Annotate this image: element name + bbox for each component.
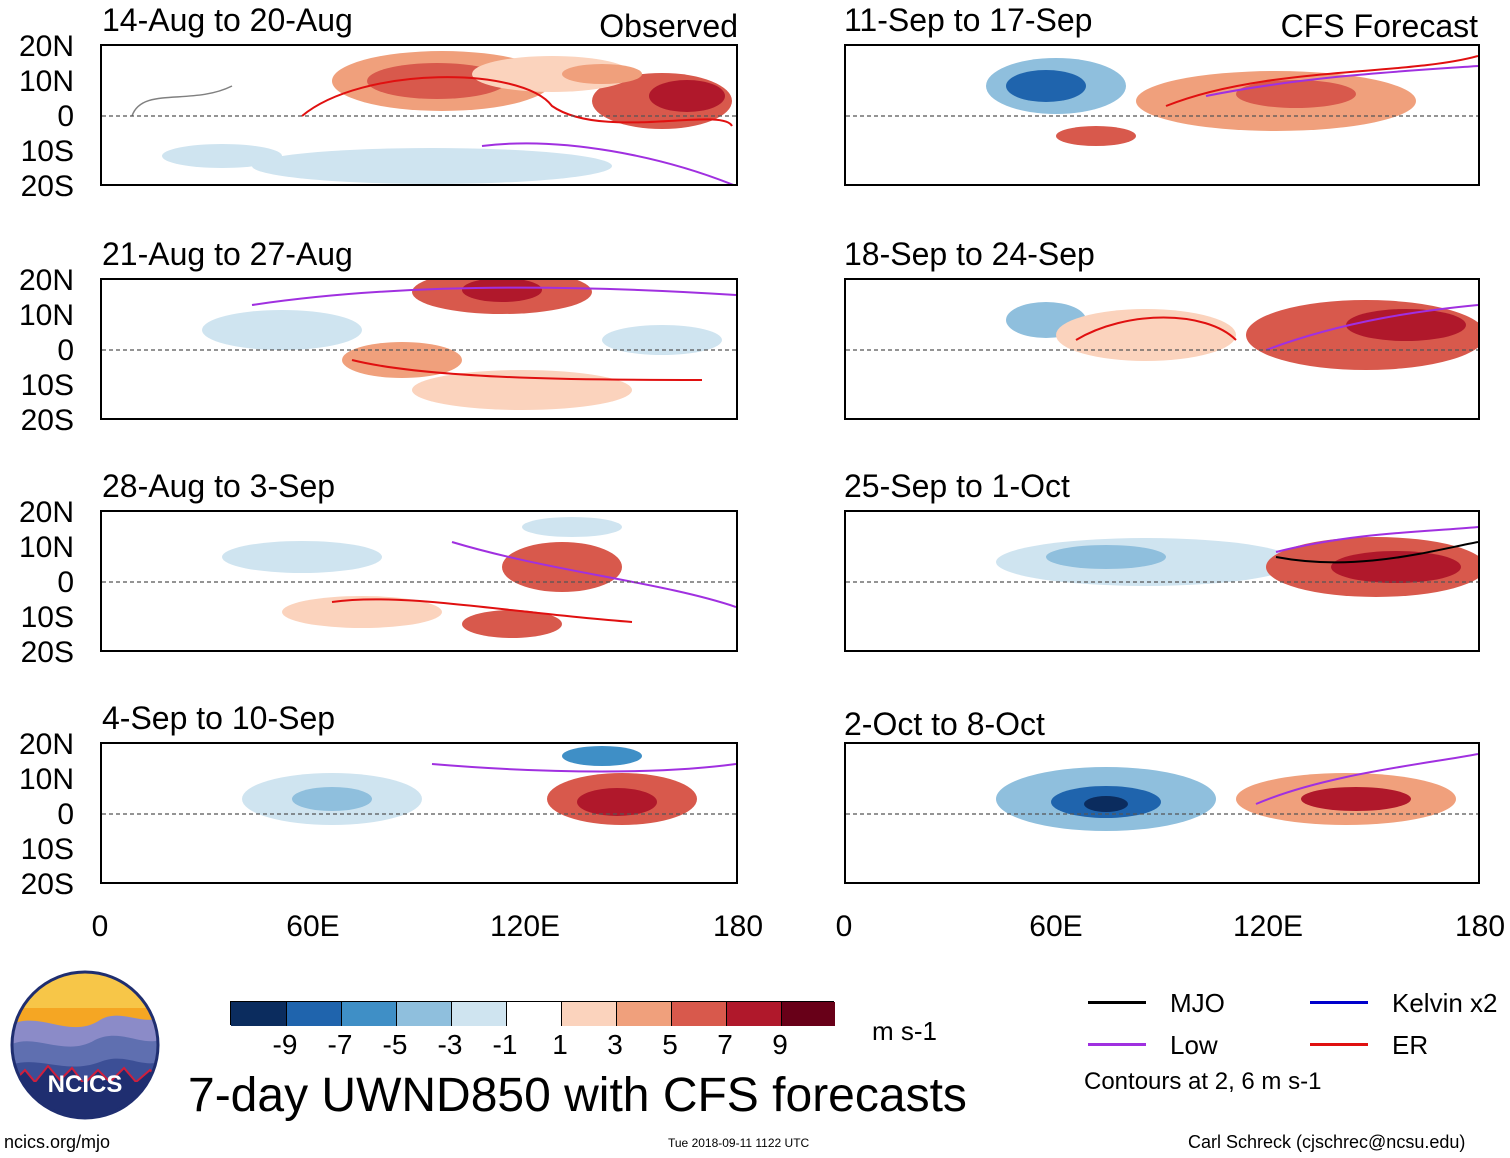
lon-label: 180	[1454, 910, 1506, 943]
panel-title: 28-Aug to 3-Sep	[102, 468, 336, 504]
panel-title: 14-Aug to 20-Aug	[102, 2, 353, 38]
lon-label: 0	[835, 910, 853, 943]
legend-label-mjo: MJO	[1170, 988, 1225, 1018]
map-panel-observed-4	[100, 742, 738, 884]
lat-label: 10N	[18, 299, 74, 332]
map-panel-forecast-2	[844, 278, 1480, 420]
colorbar-tick: -9	[272, 1029, 298, 1060]
logo-text: NCICS	[48, 1071, 123, 1098]
legend-swatch-low	[1088, 1043, 1146, 1046]
colorbar-tick: -7	[327, 1029, 353, 1060]
main-title: 7-day UWND850 with CFS forecasts	[188, 1069, 967, 1122]
lat-label: 20N	[18, 264, 74, 297]
lat-label: 10N	[18, 531, 74, 564]
colorbar-tick: -3	[437, 1029, 463, 1060]
ncics-logo: NCICS	[10, 970, 160, 1120]
observed-label: Observed	[599, 8, 738, 44]
panel-title: 4-Sep to 10-Sep	[102, 700, 336, 736]
map-panel-observed-1	[100, 44, 738, 186]
colorbar-tick: 1	[552, 1029, 568, 1060]
colorbar	[230, 1001, 835, 1026]
lon-label: 0	[91, 910, 109, 943]
colorbar-swatch	[396, 1002, 451, 1026]
colorbar-swatch	[616, 1002, 671, 1026]
colorbar-tick: -5	[382, 1029, 408, 1060]
lat-label: 10N	[18, 65, 74, 98]
lat-label: 20N	[18, 728, 74, 761]
lat-label: 20S	[20, 636, 74, 669]
colorbar-swatch	[231, 1002, 286, 1026]
lat-label: 0	[57, 566, 74, 599]
lat-label: 10S	[20, 601, 74, 634]
colorbar-swatch	[286, 1002, 341, 1026]
panel-title: 21-Aug to 27-Aug	[102, 236, 353, 272]
colorbar-tick: 5	[662, 1029, 678, 1060]
footer-link[interactable]: ncics.org/mjo	[4, 1132, 111, 1152]
lat-label: 10S	[20, 833, 74, 866]
lon-label: 180	[712, 910, 764, 943]
panel-title: 2-Oct to 8-Oct	[844, 706, 1045, 742]
legend-label-low: Low	[1170, 1030, 1218, 1060]
footer-timestamp: Tue 2018-09-11 1122 UTC	[668, 1136, 810, 1150]
map-panel-forecast-4	[844, 742, 1480, 884]
colorbar-swatch	[561, 1002, 616, 1026]
colorbar-swatch	[341, 1002, 396, 1026]
lat-label: 20N	[18, 30, 74, 63]
colorbar-swatch	[451, 1002, 506, 1026]
legend-label-kelvin: Kelvin x2	[1392, 988, 1498, 1018]
lon-label: 120E	[489, 910, 561, 943]
colorbar-swatch	[781, 1002, 835, 1026]
lat-label: 20N	[18, 496, 74, 529]
lat-label: 0	[57, 100, 74, 133]
colorbar-swatch	[726, 1002, 781, 1026]
colorbar-units: m s-1	[872, 1016, 937, 1046]
lat-label: 0	[57, 798, 74, 831]
panel-title: 18-Sep to 24-Sep	[844, 236, 1095, 272]
footer-credit: Carl Schreck (cjschrec@ncsu.edu)	[1188, 1132, 1466, 1152]
colorbar-tick: 3	[607, 1029, 623, 1060]
colorbar-tick: 9	[772, 1029, 788, 1060]
lat-label: 0	[57, 334, 74, 367]
colorbar-swatch	[671, 1002, 726, 1026]
forecast-label: CFS Forecast	[1280, 8, 1478, 44]
map-panel-observed-2	[100, 278, 738, 420]
map-panel-forecast-1	[844, 44, 1480, 186]
legend-note: Contours at 2, 6 m s-1	[1084, 1068, 1322, 1095]
lat-label: 10N	[18, 763, 74, 796]
legend-swatch-er	[1310, 1043, 1368, 1046]
lon-label: 120E	[1232, 910, 1304, 943]
lat-label: 20S	[20, 404, 74, 437]
lat-label: 20S	[20, 868, 74, 901]
lon-label: 60E	[1029, 910, 1083, 943]
colorbar-tick: 7	[717, 1029, 733, 1060]
lon-label: 60E	[286, 910, 340, 943]
panel-title: 25-Sep to 1-Oct	[844, 468, 1070, 504]
colorbar-tick: -1	[492, 1029, 518, 1060]
legend-swatch-mjo	[1088, 1001, 1146, 1004]
map-panel-observed-3	[100, 510, 738, 652]
legend-swatch-kelvin	[1310, 1001, 1368, 1004]
panel-title: 11-Sep to 17-Sep	[844, 2, 1093, 38]
lat-label: 10S	[20, 135, 74, 168]
lat-label: 10S	[20, 369, 74, 402]
map-panel-forecast-3	[844, 510, 1480, 652]
colorbar-swatch	[506, 1002, 561, 1026]
legend-label-er: ER	[1392, 1030, 1429, 1060]
lat-label: 20S	[20, 170, 74, 203]
